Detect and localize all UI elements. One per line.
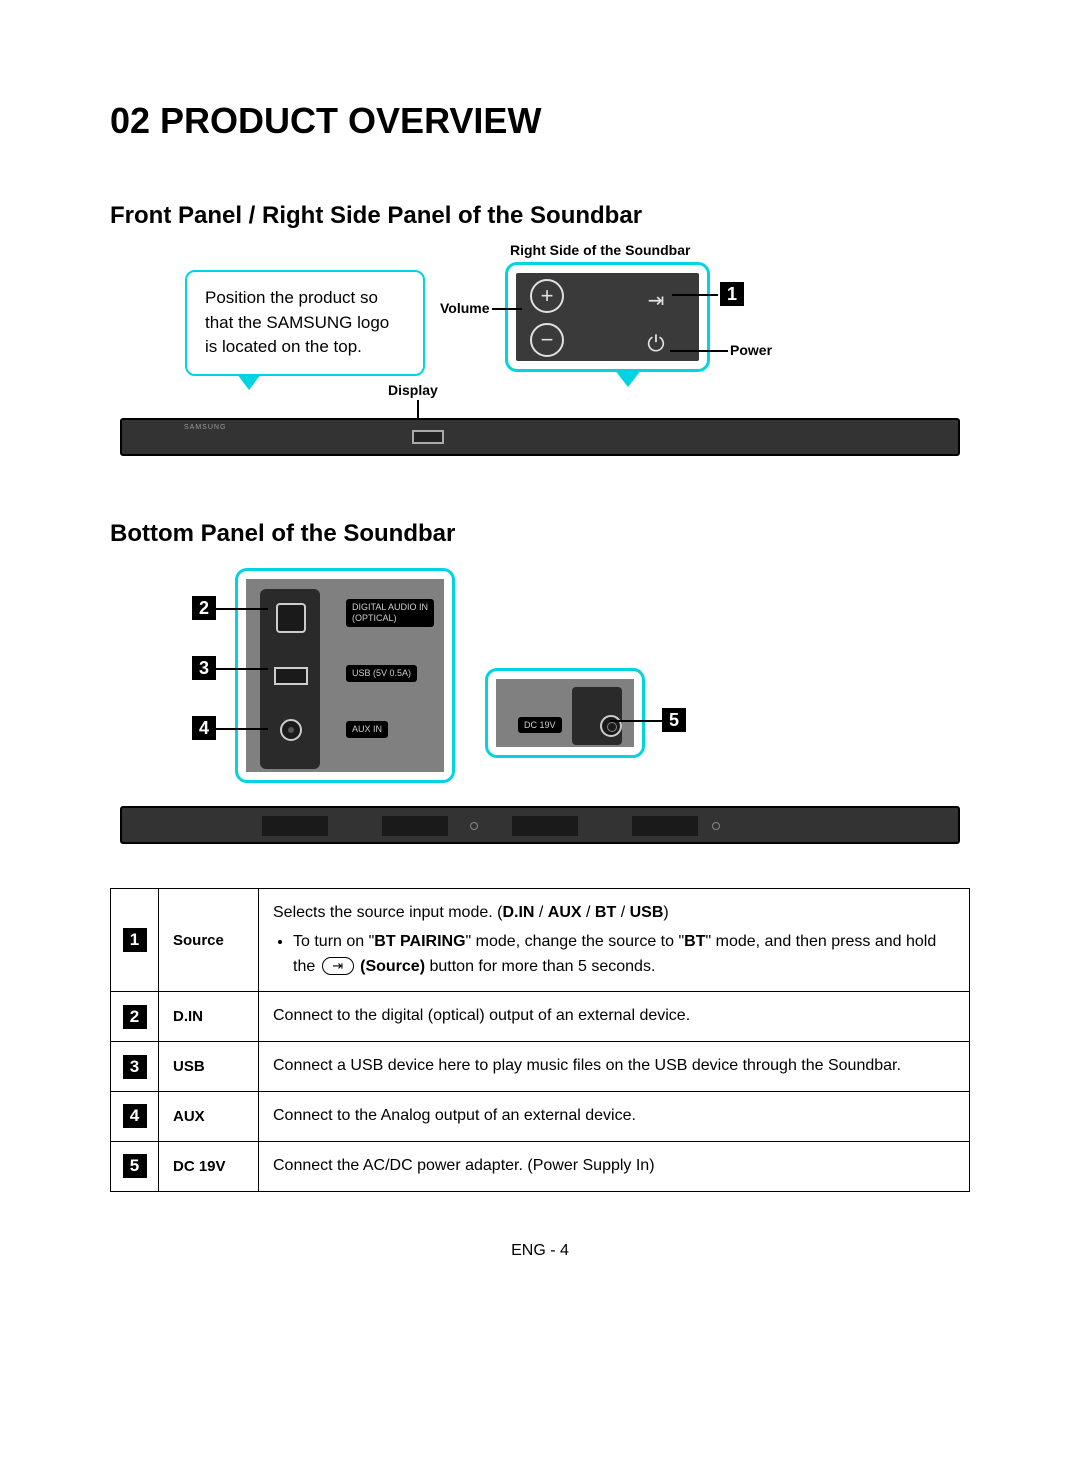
source-button-icon: ⇥ [322, 957, 354, 975]
row-number: 3 [123, 1055, 147, 1079]
dc-port-icon [600, 715, 622, 737]
usb-port-icon [274, 667, 308, 685]
volume-leader-line [492, 308, 522, 310]
section1-title: Front Panel / Right Side Panel of the So… [110, 202, 970, 230]
logo-position-callout: Position the product so that the SAMSUNG… [185, 270, 425, 376]
row-description: Connect a USB device here to play music … [259, 1042, 970, 1092]
optical-port-icon [276, 603, 306, 633]
row-number: 5 [123, 1154, 147, 1178]
row-name: USB [159, 1042, 259, 1092]
display-window [412, 430, 444, 444]
power-label: Power [730, 342, 772, 358]
aux-port-icon [280, 719, 302, 741]
volume-up-icon: + [530, 279, 564, 313]
right-side-panel-zoom: + − ⇥ ⏻ [505, 262, 710, 372]
row-number: 1 [123, 928, 147, 952]
bottom-panel-diagram: DIGITAL AUDIO IN (OPTICAL) USB (5V 0.5A)… [110, 568, 970, 858]
volume-down-icon: − [530, 323, 564, 357]
row-description: Connect to the Analog output of an exter… [259, 1091, 970, 1141]
row-name: D.IN [159, 992, 259, 1042]
aux-port-label: AUX IN [346, 721, 388, 738]
table-row: 1 Source Selects the source input mode. … [111, 889, 970, 992]
callout-number-3: 3 [192, 656, 216, 680]
row-description: Selects the source input mode. (D.IN / A… [259, 889, 970, 992]
power-icon: ⏻ [643, 331, 669, 357]
table-row: 4 AUX Connect to the Analog output of an… [111, 1091, 970, 1141]
row-description: Connect the AC/DC power adapter. (Power … [259, 1141, 970, 1191]
callout-number-5: 5 [662, 708, 686, 732]
samsung-logo: SAMSUNG [184, 424, 226, 431]
bottom-panel-zoom-left: DIGITAL AUDIO IN (OPTICAL) USB (5V 0.5A)… [235, 568, 455, 783]
callout-number-1: 1 [720, 282, 744, 306]
dc-port-label: DC 19V [518, 717, 562, 733]
table-row: 3 USB Connect a USB device here to play … [111, 1042, 970, 1092]
row-name: AUX [159, 1091, 259, 1141]
display-label: Display [388, 382, 438, 398]
soundbar-bottom-illustration [120, 806, 960, 844]
optical-port-label: DIGITAL AUDIO IN (OPTICAL) [346, 599, 434, 627]
table-row: 2 D.IN Connect to the digital (optical) … [111, 992, 970, 1042]
volume-label: Volume [440, 300, 490, 316]
page-footer: ENG - 4 [110, 1242, 970, 1260]
front-panel-diagram: Position the product so that the SAMSUNG… [110, 250, 970, 480]
power-leader-line [670, 350, 728, 352]
source-icon: ⇥ [643, 287, 669, 313]
callout-number-2: 2 [192, 596, 216, 620]
row-number: 4 [123, 1104, 147, 1128]
right-side-label: Right Side of the Soundbar [510, 242, 690, 258]
row-name: DC 19V [159, 1141, 259, 1191]
bottom-panel-zoom-right: DC 19V [485, 668, 645, 758]
row-name: Source [159, 889, 259, 992]
row-description: Connect to the digital (optical) output … [259, 992, 970, 1042]
callout-1-line [672, 294, 718, 296]
table-row: 5 DC 19V Connect the AC/DC power adapter… [111, 1141, 970, 1191]
section-front-panel: Front Panel / Right Side Panel of the So… [110, 202, 970, 480]
callout-number-4: 4 [192, 716, 216, 740]
port-description-table: 1 Source Selects the source input mode. … [110, 888, 970, 1192]
section2-title: Bottom Panel of the Soundbar [110, 520, 970, 548]
usb-port-label: USB (5V 0.5A) [346, 665, 417, 682]
page-title: 02 PRODUCT OVERVIEW [110, 100, 970, 142]
soundbar-front-illustration: SAMSUNG [120, 418, 960, 456]
row-number: 2 [123, 1005, 147, 1029]
section-bottom-panel: Bottom Panel of the Soundbar DIGITAL AUD… [110, 520, 970, 858]
